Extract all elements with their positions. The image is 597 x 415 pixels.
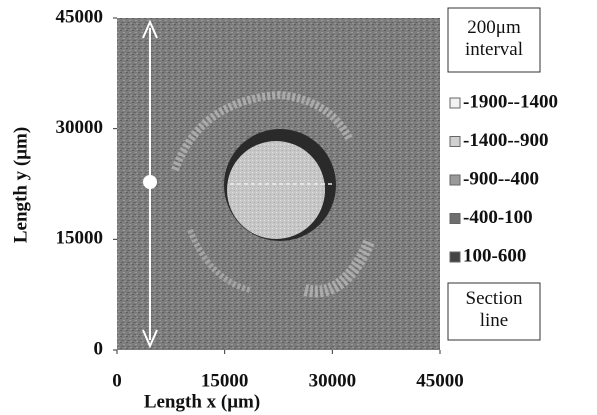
y-axis-label: Length y (μm)	[10, 127, 31, 243]
x-axis-label: Length x (μm)	[144, 391, 260, 412]
x-tick-label: 15000	[201, 370, 249, 391]
y-tick-label: 15000	[56, 228, 104, 249]
legend-label: -1400--900	[463, 130, 548, 151]
contour-map	[117, 18, 440, 350]
legend-swatch	[450, 252, 460, 262]
y-tick-label: 30000	[56, 117, 104, 138]
legend-swatch	[450, 98, 460, 108]
x-tick-label: 30000	[309, 370, 357, 391]
y-tick-label: 0	[94, 338, 104, 359]
legend-swatch	[450, 137, 460, 147]
legend-label: -900--400	[463, 168, 539, 189]
legend-label: 100-600	[463, 245, 526, 266]
chart: Length x (μm) Length y (μm) 0 15000 30000 4…	[0, 0, 597, 415]
legend-label: -400-100	[463, 207, 533, 228]
legend-swatch	[450, 214, 460, 224]
legend-label: -1900--1400	[463, 91, 558, 112]
legend-swatch	[450, 175, 460, 185]
y-tick-label: 45000	[56, 6, 104, 27]
x-tick-label: 45000	[416, 370, 464, 391]
x-tick-label: 0	[112, 370, 122, 391]
